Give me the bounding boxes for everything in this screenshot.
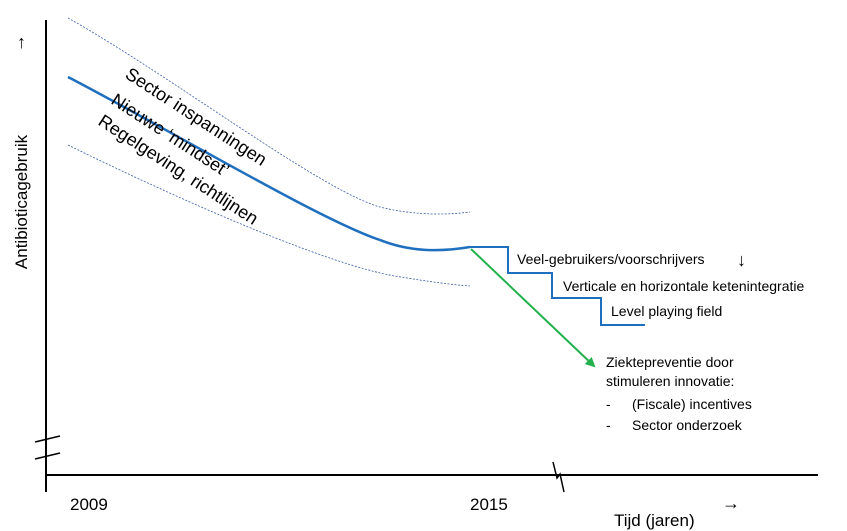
y-axis-label: Antibioticagebruik <box>12 134 31 269</box>
main-usage-curve <box>67 75 471 252</box>
y-axis-break-mark <box>34 435 61 443</box>
x-tick-2015: 2015 <box>470 495 508 514</box>
step-down-arrow: ↓ <box>737 250 746 270</box>
prevention-bullet-2: - <box>606 417 611 433</box>
y-axis-arrow: ↑ <box>17 32 26 52</box>
prevention-title-line2: stimuleren innovatie: <box>606 373 734 389</box>
step-down-line <box>470 246 645 326</box>
prevention-item-1: (Fiscale) incentives <box>632 396 752 412</box>
prevention-arrow <box>470 248 596 368</box>
x-axis-break-mark <box>552 461 565 493</box>
prevention-bullet-1: - <box>606 396 611 412</box>
x-axis-arrow: → <box>722 493 740 513</box>
step-label-veel-gebruikers: Veel-gebruikers/voorschrijvers <box>517 251 705 267</box>
lower-band-line <box>67 144 471 287</box>
step-label-level-playing-field: Level playing field <box>611 303 722 319</box>
step-label-ketenintegratie: Verticale en horizontale ketenintegratie <box>563 278 804 294</box>
upper-band-line <box>67 17 471 215</box>
prevention-item-2: Sector onderzoek <box>632 417 743 433</box>
x-axis-label: Tijd (jaren) <box>614 511 695 530</box>
prevention-title-line1: Ziektepreventie door <box>606 354 734 370</box>
y-axis-break-mark <box>34 452 61 460</box>
x-tick-2009: 2009 <box>70 495 108 514</box>
